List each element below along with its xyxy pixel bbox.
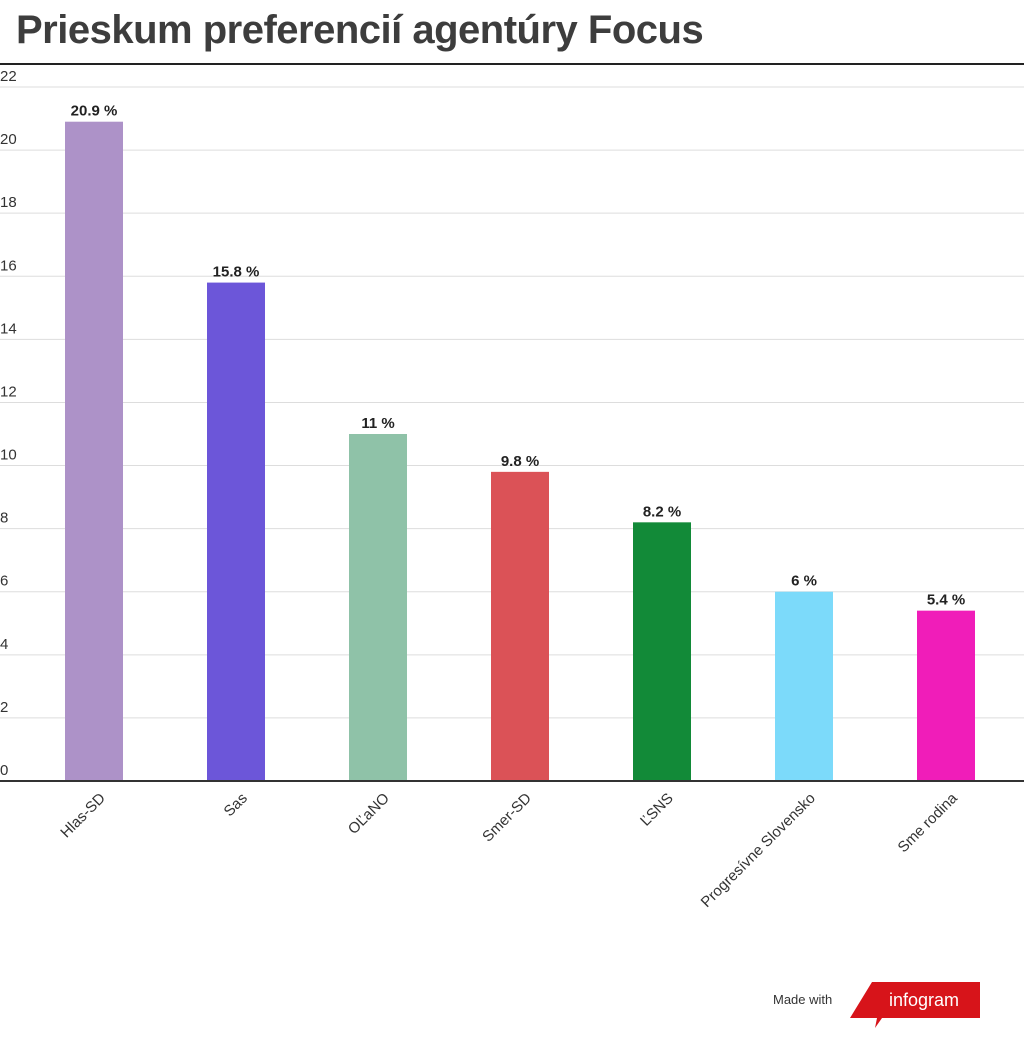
grid-lines [0, 86, 1024, 719]
bar-value-label: 6 % [791, 573, 817, 590]
infogram-logo-text: infogram [889, 990, 959, 1010]
bar-value-label: 9.8 % [501, 453, 539, 470]
x-category-label: Hlas-SD [57, 790, 109, 842]
bars [65, 121, 975, 781]
y-tick-label: 4 [0, 636, 8, 653]
x-category-label: OĽaNO [345, 790, 393, 838]
y-tick-label: 22 [0, 68, 17, 85]
bar [349, 434, 407, 781]
bar-chart: 0 2 4 6 8 10 12 14 16 18 20 22 20.9 % 15.8 % 11 % 9.8 … [0, 68, 1024, 911]
x-category-label: ĽSNS [637, 790, 677, 830]
y-tick-label: 16 [0, 257, 17, 274]
x-category-label: Sas [221, 790, 251, 820]
bar-value-label: 5.4 % [927, 592, 965, 609]
bar [917, 610, 975, 781]
title-underline [0, 63, 1024, 65]
y-tick-label: 0 [0, 762, 8, 779]
x-category-label: Progresívne Slovensko [698, 790, 819, 911]
y-tick-label: 6 [0, 573, 8, 590]
y-tick-label: 10 [0, 447, 17, 464]
chart-title: Prieskum preferencií agentúry Focus [16, 8, 704, 52]
bar [775, 591, 833, 781]
bar [491, 471, 549, 781]
infogram-logo[interactable]: infogram [850, 982, 980, 1030]
made-with-text: Made with [773, 992, 833, 1007]
bar [207, 282, 265, 781]
x-axis-labels: Hlas-SD Sas OĽaNO Smer-SD ĽSNS Progresívne Sl… [57, 789, 961, 911]
y-tick-label: 18 [0, 194, 17, 211]
bar-value-label: 20.9 % [71, 103, 118, 120]
infogram-logo-shape [850, 982, 980, 1028]
x-category-label: Sme rodina [895, 789, 962, 856]
bar [633, 522, 691, 781]
value-labels: 20.9 % 15.8 % 11 % 9.8 % 8.2 % 6 % 5.4 % [71, 103, 966, 609]
y-axis-ticks: 0 2 4 6 8 10 12 14 16 18 20 22 [0, 68, 17, 779]
bar [65, 121, 123, 781]
x-category-label: Smer-SD [479, 790, 535, 846]
bar-value-label: 15.8 % [213, 264, 260, 281]
bar-value-label: 11 % [361, 415, 394, 432]
y-tick-label: 12 [0, 383, 17, 400]
y-tick-label: 14 [0, 320, 17, 337]
y-tick-label: 20 [0, 131, 17, 148]
bar-value-label: 8.2 % [643, 503, 681, 520]
y-tick-label: 8 [0, 510, 8, 527]
y-tick-label: 2 [0, 699, 8, 716]
